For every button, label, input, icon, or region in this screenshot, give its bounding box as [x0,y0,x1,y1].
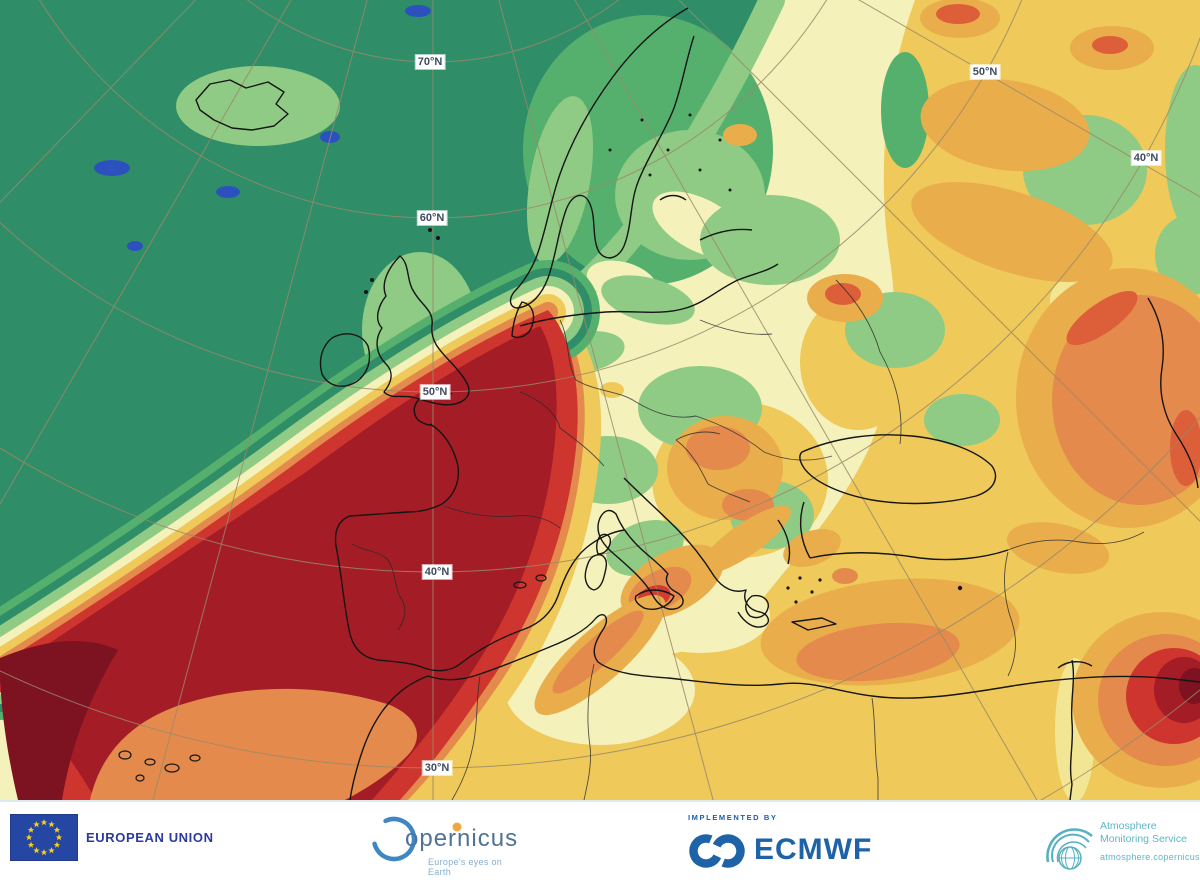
ecmwf-glyph-icon [689,834,745,868]
lat-label-70n: 70°N [415,55,445,69]
copernicus-crescent-icon: ​ [372,816,462,862]
copernicus-logo: ​ opernicus Europe's eyes on Earth [372,807,522,877]
ecmwf-wordmark: ECMWF [754,833,873,866]
ams-globe-icon [1046,828,1093,870]
footer-logo-bar: EUROPEAN UNION ​ opernicus Europe's eyes… [0,800,1200,883]
copernicus-wordmark: opernicus [405,825,519,852]
forecast-map: 70°N 60°N 50°N 40°N 30°N 50°N 40°N [0,0,1200,800]
lat-label-40n: 40°N [422,565,452,579]
ecmwf-logo: IMPLEMENTED BY ECMWF [680,807,880,877]
ams-name-line1: Atmosphere [1100,820,1157,832]
lat-label-50n-east: 50°N [970,65,1000,79]
eu-logo: EUROPEAN UNION [10,814,214,861]
forecast-map-svg [0,0,1200,800]
ams-logo: Atmosphere Monitoring Service atmosphere… [1042,810,1200,876]
ams-name-line2: Monitoring Service [1100,833,1187,845]
ecmwf-implemented-by: IMPLEMENTED BY [688,813,778,822]
lat-label-50n: 50°N [420,385,450,399]
eu-flag-icon [10,814,78,861]
copernicus-tagline: Europe's eyes on Earth [428,857,503,877]
lat-label-60n: 60°N [417,211,447,225]
lat-label-30n: 30°N [422,761,452,775]
eu-label: EUROPEAN UNION [86,830,214,845]
lat-label-40n-east: 40°N [1131,151,1161,165]
ams-url: atmosphere.copernicus.eu [1100,852,1200,862]
